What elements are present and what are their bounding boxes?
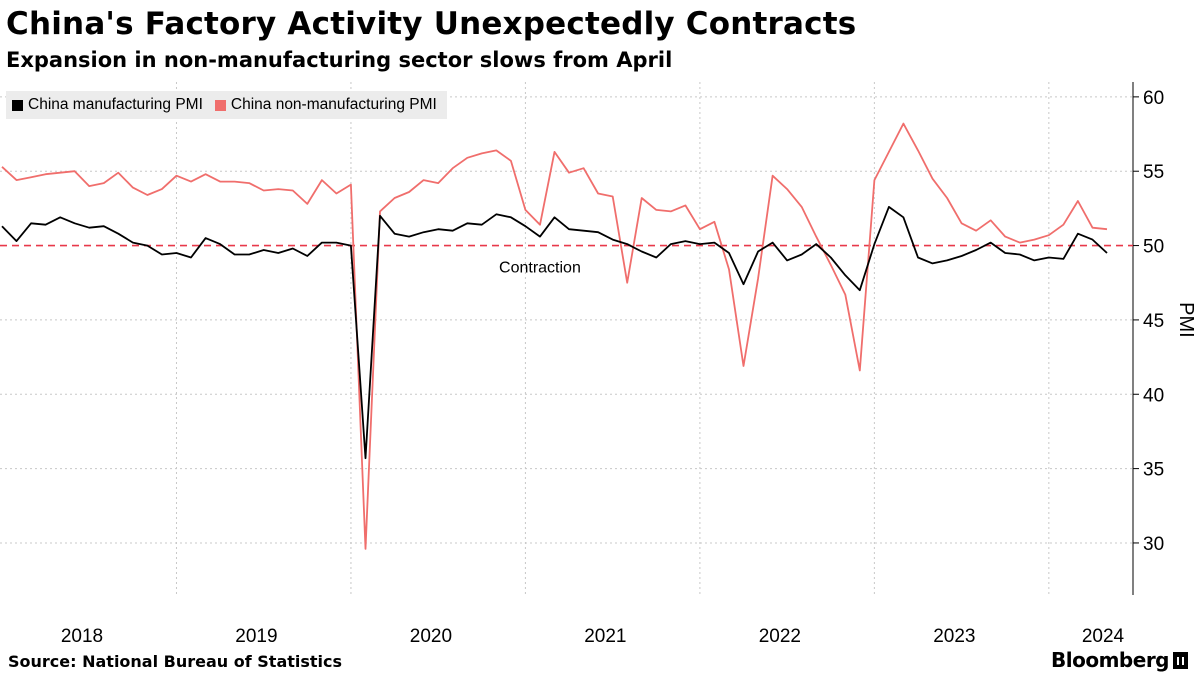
legend-item-non-manufacturing: China non-manufacturing PMI <box>214 96 437 114</box>
chart-title: China's Factory Activity Unexpectedly Co… <box>6 6 857 42</box>
x-tick-label: 2018 <box>61 626 103 647</box>
y-axis-label: PMI <box>1175 302 1197 338</box>
series-line-non-manufacturing <box>1 122 1108 550</box>
x-tick-label: 2021 <box>584 626 626 647</box>
series-line-manufacturing <box>1 205 1108 460</box>
x-tick-label: 2023 <box>933 626 975 647</box>
x-tick-label: 2022 <box>759 626 801 647</box>
y-tick-label: 60 <box>1143 88 1164 109</box>
bloomberg-mark-icon <box>1173 651 1188 669</box>
bloomberg-logo: Bloomberg <box>1051 648 1188 672</box>
y-tick-label: 50 <box>1143 237 1164 258</box>
y-tick-label: 35 <box>1143 460 1164 481</box>
x-tick-label: 2020 <box>410 626 452 647</box>
legend-label-non-manufacturing: China non-manufacturing PMI <box>230 96 437 113</box>
chart-subtitle: Expansion in non-manufacturing sector sl… <box>6 48 673 72</box>
y-tick-label: 55 <box>1143 162 1164 183</box>
legend-swatch-manufacturing <box>12 99 23 111</box>
brand-name: Bloomberg <box>1051 648 1169 672</box>
legend-label-manufacturing: China manufacturing PMI <box>28 96 203 113</box>
x-tick-label: 2019 <box>235 626 277 647</box>
contraction-annotation: Contraction <box>499 259 581 276</box>
y-tick-label: 40 <box>1143 385 1164 406</box>
chart-legend: China manufacturing PMI China non-manufa… <box>6 91 447 119</box>
legend-swatch-non-manufacturing <box>214 99 226 111</box>
legend-item-manufacturing: China manufacturing PMI <box>12 96 203 114</box>
y-tick-label: 45 <box>1143 311 1164 332</box>
x-tick-label: 2024 <box>1082 626 1125 647</box>
source-note: Source: National Bureau of Statistics <box>8 652 343 671</box>
y-tick-label: 30 <box>1143 534 1164 555</box>
